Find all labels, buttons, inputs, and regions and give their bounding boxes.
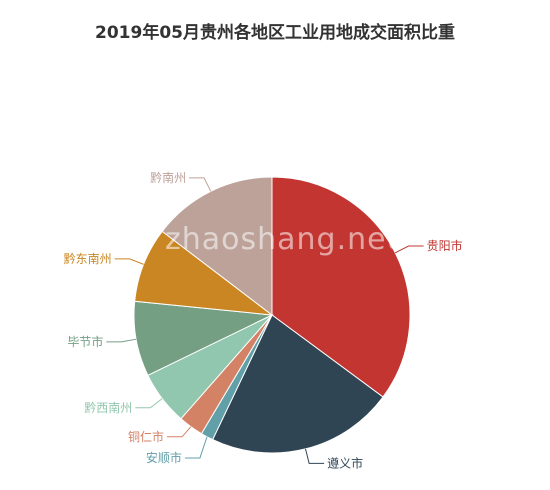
- pie-label-line: [135, 398, 163, 409]
- pie-label-line: [305, 448, 325, 464]
- pie-label-line: [167, 426, 192, 438]
- pie-slice-label: 黔南州: [150, 170, 186, 185]
- pie-slice-label: 黔西南州: [84, 400, 132, 415]
- pie-label-line: [114, 258, 144, 265]
- pie-slice-label: 铜仁市: [128, 429, 164, 444]
- pie-slice-label: 贵阳市: [427, 238, 463, 253]
- pie-label-line: [189, 177, 212, 192]
- pie-label-line: [394, 245, 424, 254]
- pie-slice-label: 安顺市: [146, 450, 182, 465]
- pie-label-line: [184, 436, 208, 459]
- pie-slice-label: 遵义市: [327, 455, 363, 470]
- pie-slice-label: 黔东南州: [64, 251, 112, 266]
- chart-title: 2019年05月贵州各地区工业用地成交面积比重: [95, 23, 455, 43]
- pie-label-line: [106, 338, 137, 343]
- pie-slice-label: 毕节市: [67, 334, 103, 349]
- pie-slice[interactable]: [161, 176, 273, 317]
